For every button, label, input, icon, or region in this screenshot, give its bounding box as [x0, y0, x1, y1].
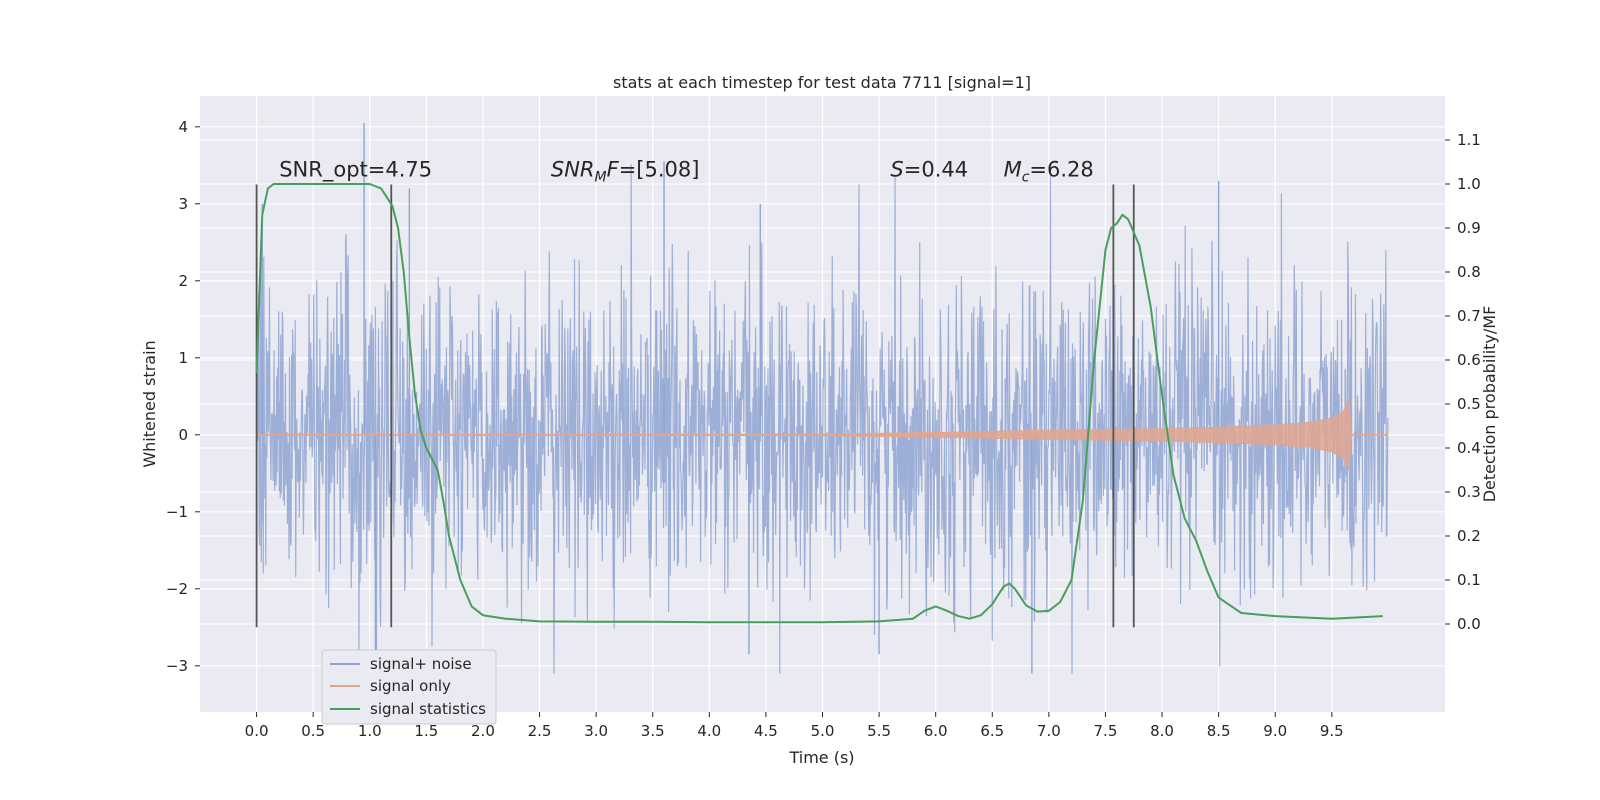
y-tick-label: 1 [178, 349, 188, 367]
annotation-text: Mc=6.28 [1004, 158, 1094, 186]
x-tick-label: 4.5 [754, 722, 778, 740]
annotation-text: SNR_opt=4.75 [279, 158, 432, 183]
signal-plus-noise-line [255, 164, 1389, 674]
x-tick-label: 0.0 [245, 722, 269, 740]
x-tick-label: 9.0 [1263, 722, 1287, 740]
signal-statistics-series [255, 183, 1383, 624]
x-tick-label: 9.5 [1320, 722, 1344, 740]
x-tick-label: 5.5 [867, 722, 891, 740]
x-tick-label: 2.0 [471, 722, 495, 740]
y-tick-label: −2 [166, 580, 188, 598]
legend-label-signal-noise: signal+ noise [370, 655, 472, 673]
signal-statistics-line [255, 183, 1383, 624]
x-tick-label: 3.0 [584, 722, 608, 740]
y2-tick-label: 0.6 [1457, 351, 1481, 369]
y2-tick-label: 0.8 [1457, 263, 1481, 281]
annotation-text: S=0.44 [890, 158, 968, 182]
legend-label-signal-only: signal only [370, 677, 451, 695]
y-axis-right: 1.1 1.0 0.9 0.8 0.7 0.6 0.5 0.4 0.3 0.2 0.1 0.0 [1445, 131, 1481, 633]
vertical-markers [255, 184, 1135, 628]
x-tick-label: 0.5 [301, 722, 325, 740]
x-axis-label: Time (s) [788, 748, 854, 767]
y2-tick-label: 0.5 [1457, 395, 1481, 413]
x-tick-label: 7.5 [1094, 722, 1118, 740]
signal-only-series [256, 398, 1389, 472]
y2-tick-label: 0.2 [1457, 527, 1481, 545]
y2-tick-label: 0.7 [1457, 307, 1481, 325]
chart-title: stats at each timestep for test data 771… [613, 73, 1031, 92]
x-tick-label: 3.5 [641, 722, 665, 740]
legend: signal+ noise signal only signal statist… [321, 649, 497, 725]
x-tick-label: 6.0 [924, 722, 948, 740]
y2-axis-label: Detection probability/MF [1480, 306, 1499, 503]
x-axis: 0.0 0.5 1.0 1.5 2.0 2.5 3.0 3.5 4.0 4.5 5.0 5.5 6.0 6… [245, 712, 1344, 740]
y-tick-label: 2 [178, 272, 188, 290]
y-axis-left: 4 3 2 1 0 −1 −2 −3 [166, 118, 200, 675]
y-tick-label: 3 [178, 195, 188, 213]
x-tick-label: 1.5 [414, 722, 438, 740]
y-axis-label: Whitened strain [140, 340, 159, 467]
annotations: SNR_opt=4.75 SNRMF=[5.08] S=0.44 Mc=6.28 [279, 158, 1094, 186]
y2-tick-label: 1.0 [1457, 175, 1481, 193]
x-tick-label: 8.5 [1207, 722, 1231, 740]
y2-tick-label: 0.0 [1457, 615, 1481, 633]
y-tick-label: 4 [178, 118, 188, 136]
x-tick-label: 7.0 [1037, 722, 1061, 740]
legend-box [321, 649, 497, 725]
x-tick-label: 6.5 [980, 722, 1004, 740]
y-tick-label: 0 [178, 426, 188, 444]
y2-tick-label: 1.1 [1457, 131, 1481, 149]
x-tick-label: 5.0 [811, 722, 835, 740]
x-tick-label: 2.5 [528, 722, 552, 740]
y2-tick-label: 0.4 [1457, 439, 1481, 457]
y-tick-label: −3 [166, 657, 188, 675]
y2-tick-label: 0.9 [1457, 219, 1481, 237]
annotation-text: SNRMF=[5.08] [551, 158, 700, 186]
x-tick-label: 8.0 [1150, 722, 1174, 740]
x-tick-label: 1.0 [358, 722, 382, 740]
legend-label-signal-statistics: signal statistics [370, 700, 486, 718]
y-tick-label: −1 [166, 503, 188, 521]
y2-tick-label: 0.3 [1457, 483, 1481, 501]
y2-tick-label: 0.1 [1457, 571, 1481, 589]
x-tick-label: 4.0 [697, 722, 721, 740]
